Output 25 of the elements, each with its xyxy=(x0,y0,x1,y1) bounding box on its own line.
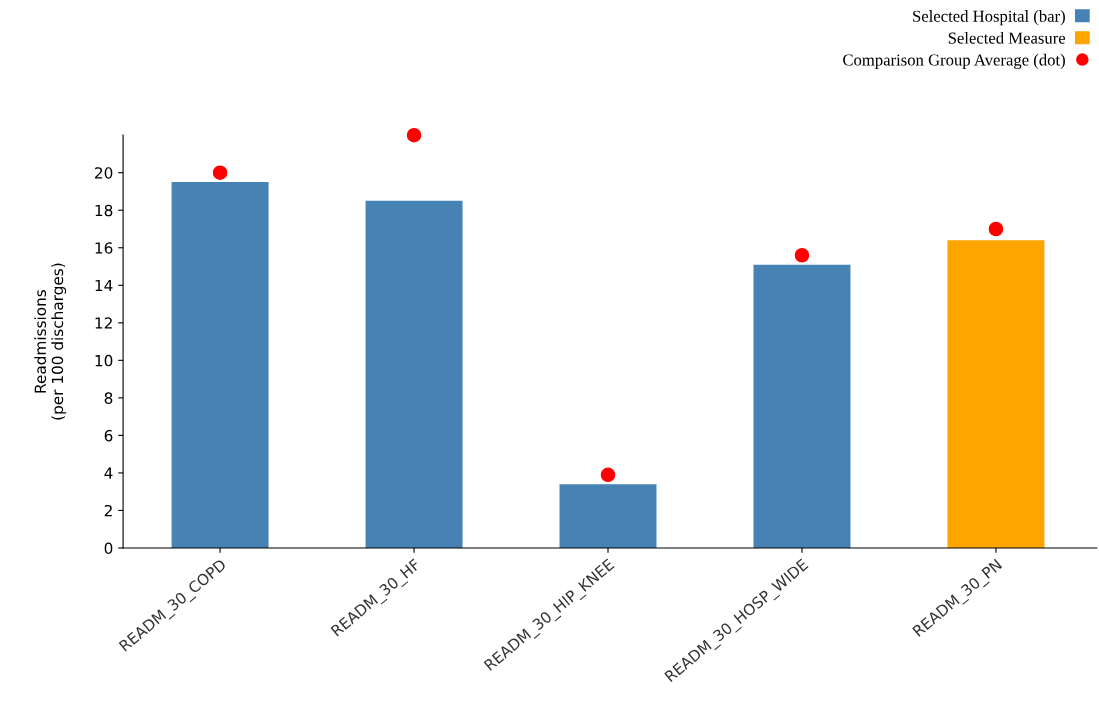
legend-label: Comparison Group Average (dot) xyxy=(843,53,1065,70)
y-tick-label: 6 xyxy=(104,429,113,442)
y-tick-label: 4 xyxy=(104,467,113,479)
point xyxy=(406,127,422,143)
y-tick-label: 2 xyxy=(104,504,112,517)
y-axis-title: Readmissions (per 100 discharges) xyxy=(34,263,67,420)
y-tick-label: 10 xyxy=(95,354,113,367)
legend-label: Selected Measure xyxy=(948,31,1066,44)
y-tick-label: 14 xyxy=(95,279,113,292)
y-tick-label: 18 xyxy=(95,204,113,217)
point xyxy=(794,247,810,263)
bar xyxy=(171,182,269,548)
bar xyxy=(947,240,1045,548)
bar xyxy=(559,484,657,548)
legend-label: Selected Hospital (bar) xyxy=(913,10,1065,26)
y-tick-label: 12 xyxy=(95,317,112,329)
point xyxy=(600,467,616,483)
y-tick-label: 16 xyxy=(95,242,113,254)
y-tick-label: 0 xyxy=(104,542,113,555)
point xyxy=(988,221,1004,237)
bar xyxy=(365,200,463,548)
y-tick-label: 20 xyxy=(95,167,113,179)
bar xyxy=(753,264,851,548)
y-tick-label: 8 xyxy=(104,392,113,404)
point xyxy=(212,165,228,180)
